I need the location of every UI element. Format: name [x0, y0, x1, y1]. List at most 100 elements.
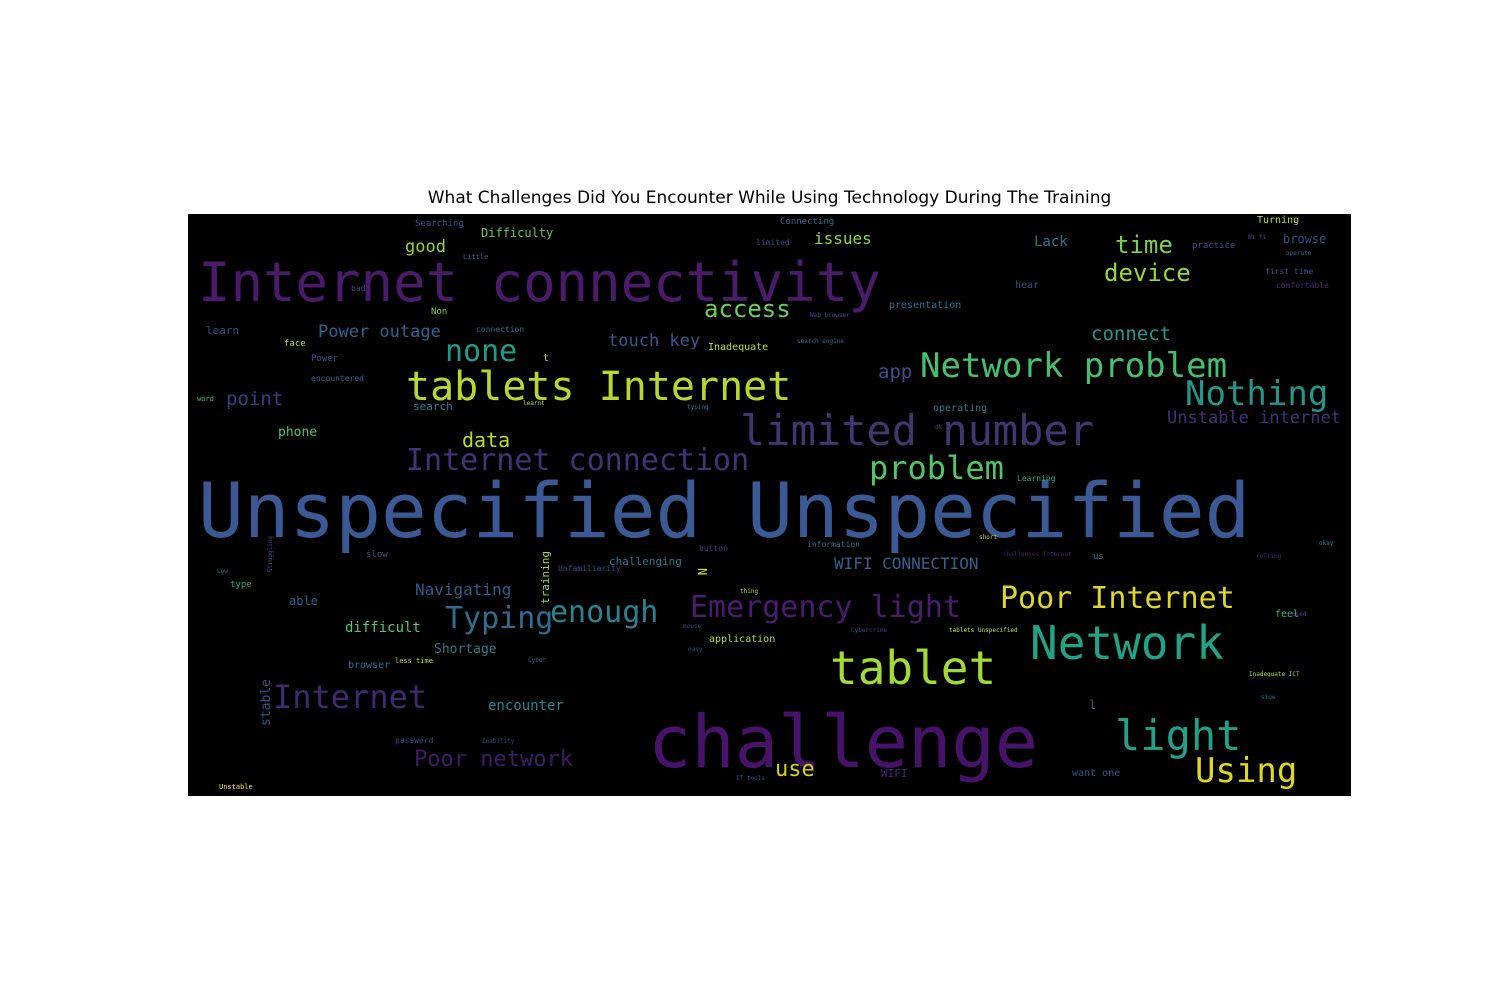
word-cloud-term: browse: [1283, 232, 1327, 247]
word-cloud-term: rolling: [1256, 553, 1282, 561]
word-cloud-term: information: [807, 539, 860, 549]
word-cloud-term: typing: [687, 404, 709, 412]
word-cloud-term: learn: [206, 324, 240, 338]
word-cloud-term: Inadequate ICT: [1249, 671, 1300, 679]
word-cloud-term: Inadequate: [708, 342, 769, 353]
word-cloud-term: slow: [366, 549, 388, 560]
word-cloud-term: Typing: [445, 601, 554, 636]
word-cloud-term: type: [230, 579, 252, 590]
word-cloud-term: Cyber: [528, 657, 547, 665]
word-cloud-term: used: [1292, 611, 1307, 619]
word-cloud-term: less time: [395, 657, 433, 666]
word-cloud-term: search: [413, 400, 453, 414]
word-cloud-term: easy: [688, 646, 703, 654]
word-cloud-term: search engine: [797, 338, 844, 346]
word-cloud-term: hear: [1015, 280, 1040, 291]
word-cloud-term: WIFI: [881, 767, 908, 781]
word-cloud-term: Cybercrime: [851, 627, 888, 635]
word-cloud-term: Difficulty: [481, 226, 554, 241]
word-cloud-term: stable: [259, 679, 274, 726]
word-cloud-term: operate: [1286, 250, 1312, 258]
word-cloud-term: Low: [217, 568, 228, 576]
word-cloud-term: Power: [311, 353, 339, 364]
word-cloud-term: touch key: [608, 331, 701, 352]
word-cloud: Unspecified Unspecified Internet connecti…: [188, 214, 1351, 796]
word-cloud-term: face: [284, 338, 306, 349]
word-cloud-term: Internet connection: [406, 443, 750, 478]
word-cloud-term: Unfamiliarity: [558, 563, 621, 573]
word-cloud-term: ok: [935, 424, 943, 432]
word-cloud-term: Navigating: [415, 580, 512, 600]
word-cloud-term: limited number: [740, 406, 1095, 456]
word-cloud-term: enough: [550, 595, 659, 630]
word-cloud-term: training: [539, 551, 552, 604]
word-cloud-term: t: [543, 353, 550, 364]
word-cloud-term: want one: [1072, 768, 1121, 779]
word-cloud-term: Poor network: [414, 747, 573, 773]
word-cloud-term: browser: [348, 660, 391, 671]
word-cloud-term: tablets Internet: [406, 364, 792, 410]
word-cloud-term: password: [395, 735, 434, 745]
word-cloud-term: slow: [1261, 694, 1276, 702]
word-cloud-term: difficult: [345, 619, 421, 636]
word-cloud-term: Poor Internet: [1000, 581, 1235, 616]
word-cloud-term: Learning: [1017, 473, 1056, 483]
word-cloud-term: app: [878, 360, 913, 383]
word-cloud-term: able: [289, 594, 318, 609]
word-cloud-term: us: [1093, 551, 1104, 562]
word-cloud-term: point: [226, 387, 284, 410]
word-cloud-term: learnt: [523, 400, 545, 408]
word-cloud-term: feel: [1275, 609, 1300, 620]
word-cloud-term: Struggling: [267, 536, 274, 573]
word-cloud-term: Lack: [1034, 233, 1068, 250]
word-cloud-term: Internet connectivity: [198, 250, 881, 314]
word-cloud-term: Searching: [415, 218, 464, 229]
word-cloud-term: bad: [351, 283, 366, 293]
word-cloud-term: data: [462, 428, 511, 452]
word-cloud-term: Internet: [273, 678, 428, 717]
word-cloud-term: thing: [740, 588, 759, 596]
word-cloud-term: phone: [278, 424, 318, 440]
word-cloud-term: operating: [933, 403, 988, 414]
word-cloud-term: tablet: [830, 641, 997, 696]
word-cloud-term: issues: [814, 229, 872, 249]
chart-title: What Challenges Did You Encounter While …: [427, 188, 1112, 208]
word-cloud-term: Turning: [1257, 215, 1300, 226]
word-cloud-term: Nothing: [1185, 373, 1329, 414]
word-cloud-term: use: [775, 757, 815, 783]
word-cloud-term: Shortage: [434, 641, 497, 657]
word-cloud-term: tablets Unspecified: [949, 627, 1018, 635]
word-cloud-term: good: [405, 237, 446, 258]
word-cloud-term: access: [704, 294, 791, 323]
word-cloud-term: Power outage: [318, 322, 441, 343]
word-cloud-term: Unstable internet: [1167, 408, 1341, 429]
word-cloud-term: Little: [463, 253, 489, 262]
word-cloud-term: time: [1115, 230, 1173, 259]
word-cloud-term: okay: [1319, 540, 1334, 548]
word-cloud-term: Unstable: [219, 783, 253, 792]
word-cloud-term: word: [197, 395, 214, 404]
word-cloud-term: l: [1089, 698, 1097, 713]
word-cloud-term: Unspecified Unspecified: [198, 466, 1251, 556]
word-cloud-term: none: [445, 334, 518, 369]
word-cloud-term: connect: [1091, 322, 1172, 345]
word-cloud-term: problem: [869, 449, 1004, 488]
word-cloud-term: comfortable: [1276, 280, 1329, 290]
word-cloud-term: Network problem: [920, 345, 1228, 386]
word-cloud-term: WIFI CONNECTION: [834, 554, 979, 574]
word-cloud-term: practice: [1192, 240, 1236, 251]
word-cloud-term: Web browser: [810, 312, 850, 320]
word-cloud-term: Non: [431, 306, 448, 317]
word-cloud-term: presentation: [889, 300, 962, 311]
word-cloud-term: challenging: [609, 555, 682, 569]
word-cloud-term: button: [699, 543, 728, 553]
word-cloud-term: Connecting: [780, 216, 835, 227]
word-cloud-term: IT tools: [736, 775, 765, 783]
word-cloud-term: limited: [756, 237, 790, 247]
word-cloud-term: Wi fi: [1248, 234, 1267, 242]
word-cloud-term: Network: [1030, 616, 1224, 671]
word-cloud-term: mouse: [683, 623, 702, 631]
word-cloud-term: challenges Internet: [1003, 551, 1072, 559]
word-cloud-term: application: [709, 634, 776, 645]
word-cloud-term: first time: [1265, 266, 1314, 276]
